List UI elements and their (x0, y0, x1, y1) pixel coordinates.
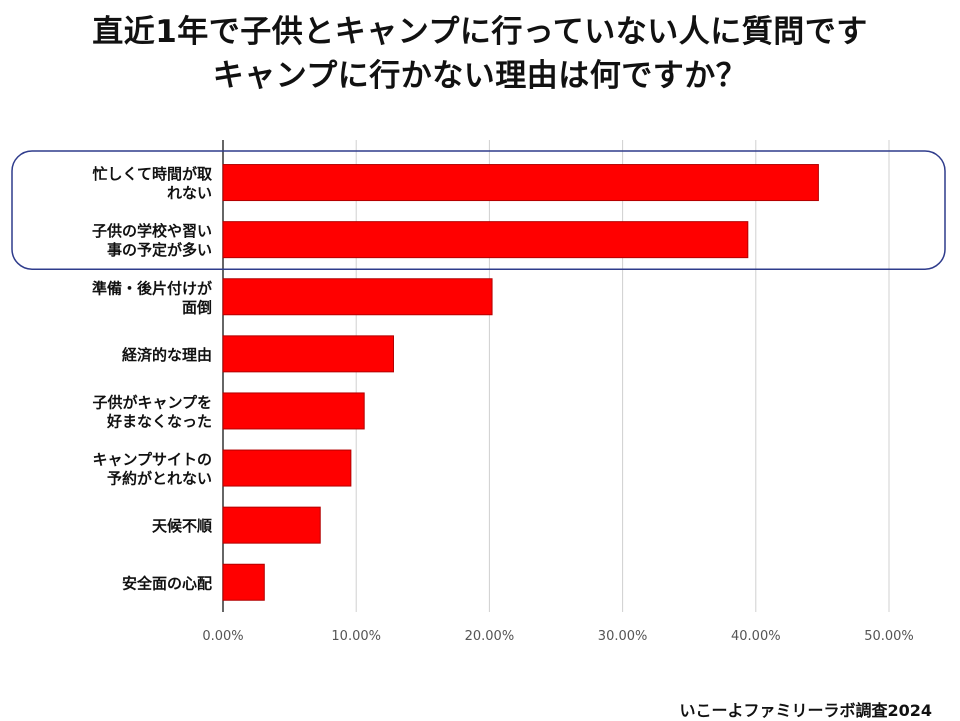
source-credit: いこーよファミリーラボ調査2024 (679, 701, 932, 720)
category-label: 子供がキャンプを (92, 393, 212, 411)
x-tick-label: 0.00% (202, 629, 243, 644)
chart-title-line-1: 直近1年で子供とキャンプに行っていない人に質問です (92, 14, 868, 50)
category-label: 子供の学校や習い (92, 222, 212, 240)
bar (222, 278, 493, 316)
x-tick-label: 20.00% (465, 629, 515, 644)
category-label: 準備・後片付けが (92, 279, 213, 297)
bar (222, 221, 749, 259)
category-label: 面倒 (182, 298, 212, 316)
bar (222, 563, 265, 601)
bar (222, 335, 394, 373)
bar (222, 164, 819, 202)
bar (222, 392, 365, 430)
category-label: 予約がとれない (107, 470, 212, 488)
category-label: 経済的な理由 (122, 346, 212, 364)
bar (222, 506, 321, 544)
x-tick-label: 40.00% (731, 629, 781, 644)
x-tick-label: 30.00% (598, 629, 648, 644)
category-label: 忙しくて時間が取 (92, 165, 213, 183)
x-tick-label: 10.00% (331, 629, 381, 644)
category-label: 安全面の心配 (122, 574, 212, 592)
highlight-box (11, 150, 946, 270)
category-label: 好まなくなった (106, 412, 212, 430)
category-label: 天候不順 (152, 517, 213, 535)
category-label: 事の予定が多い (107, 241, 212, 259)
chart-title-line-2: キャンプに行かない理由は何ですか？ (212, 58, 748, 94)
category-label: れない (167, 184, 212, 202)
bar (222, 449, 352, 487)
x-tick-label: 50.00% (864, 629, 914, 644)
category-label: キャンプサイトの (92, 451, 212, 469)
